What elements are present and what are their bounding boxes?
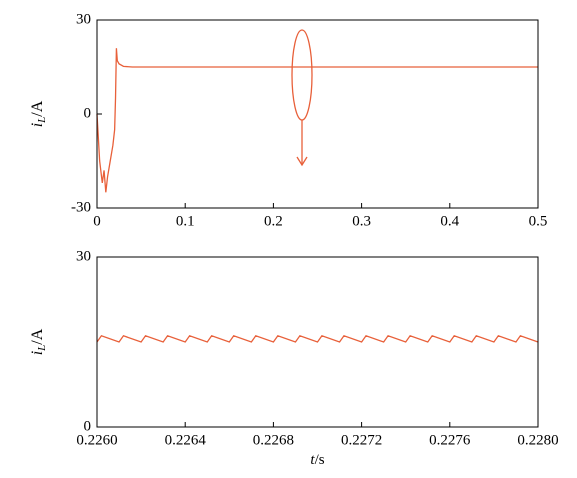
y-label-var: i: [29, 351, 46, 355]
y-label-unit: /A: [29, 100, 46, 116]
x-tick-label: 0.5: [529, 213, 548, 229]
y-tick-label: 30: [76, 11, 91, 27]
highlight-ellipse: [291, 29, 313, 121]
x-tick-label: 0.2264: [165, 432, 207, 448]
y-tick-label: 0: [84, 418, 92, 434]
x-tick-label: 0.3: [352, 213, 371, 229]
y-label-var: i: [29, 123, 46, 127]
axes-frame: [96, 19, 539, 209]
x-tick-label: 0.2276: [429, 432, 471, 448]
x-tick-label: 0: [93, 213, 101, 229]
x-tick-label: 0.2268: [253, 432, 294, 448]
y-label-unit: /A: [29, 328, 46, 344]
x-tick-label: 0.4: [440, 213, 459, 229]
x-tick-label: 0.2: [264, 213, 283, 229]
x-tick-label: 0.2280: [517, 432, 558, 448]
x-tick-label: 0.1: [176, 213, 195, 229]
axes-frame: [96, 256, 539, 428]
y-tick-label: 0: [84, 105, 92, 121]
data-line: [96, 334, 539, 343]
x-tick-label: 0.2260: [76, 432, 117, 448]
x-axis-label: t/s: [310, 452, 324, 468]
x-label-var: t: [310, 452, 315, 468]
y-tick-label: 30: [76, 248, 91, 264]
data-line: [96, 48, 538, 193]
y-axis-label: iL/A: [29, 328, 48, 355]
arrow-head: [296, 156, 308, 167]
x-label-unit: /s: [315, 452, 325, 468]
y-tick-label: -30: [71, 199, 91, 215]
y-axis-label: iL/A: [29, 100, 48, 127]
y-label-sub: L: [36, 117, 48, 124]
x-tick-label: 0.2272: [341, 432, 382, 448]
y-label-sub: L: [36, 345, 48, 352]
